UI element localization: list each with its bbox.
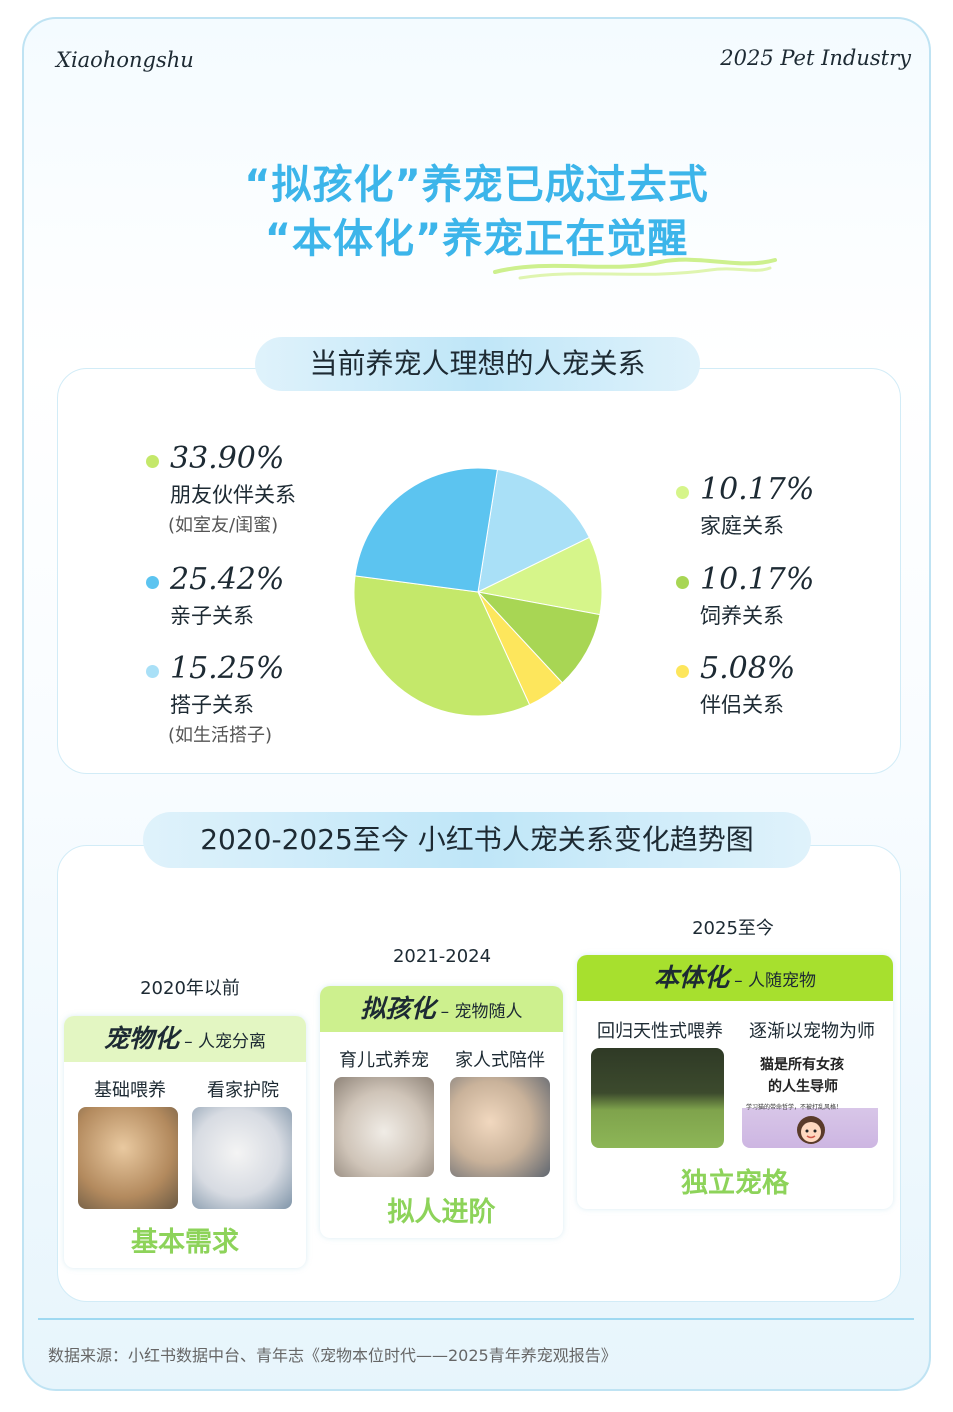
legend-value: 10.17%: [700, 562, 815, 597]
stage-item: 回归天性式喂养: [597, 1021, 723, 1042]
stage-name: 本体化: [653, 963, 729, 992]
legend-dot: [676, 576, 689, 589]
pie-slice: [477, 468, 591, 593]
pie-chart: [353, 467, 603, 717]
mentor-poster-image: 猫是所有女孩 的人生导师 学习猫的带命哲学，不被打乱风格！: [742, 1048, 878, 1148]
legend-dot: [146, 576, 159, 589]
stage-item: 看家护院: [207, 1080, 279, 1101]
cat-bowl-photo: [78, 1107, 178, 1209]
stage-item: 家人式陪伴: [455, 1050, 545, 1071]
legend-value: 15.25%: [170, 651, 285, 686]
legend-label: 家庭关系: [700, 514, 784, 538]
stage-desc: – 宠物随人: [440, 1002, 523, 1022]
stage-name: 拟孩化: [360, 994, 436, 1023]
pie-slice: [353, 575, 531, 717]
brand-name: Xiaohongshu: [56, 48, 194, 72]
stage-header: 拟孩化 – 宠物随人: [320, 986, 563, 1032]
legend-note: (如室友/闺蜜): [168, 515, 279, 536]
legend-label: 亲子关系: [170, 604, 254, 628]
legend-dot: [146, 455, 159, 468]
girl-cartoon-icon: [797, 1116, 825, 1144]
pie-slice: [476, 536, 603, 616]
headline-line-1: “拟孩化”养宠已成过去式: [244, 162, 709, 208]
legend-value: 33.90%: [170, 441, 285, 476]
era-label: 2020年以前: [140, 978, 240, 999]
data-source: 数据来源：小红书数据中台、青年志《宠物本位时代——2025青年养宠观报告》: [48, 1346, 617, 1365]
stage-item: 基础喂养: [94, 1080, 166, 1101]
stage-desc: – 人宠分离: [184, 1032, 266, 1052]
report-name: 2025 Pet Industry: [720, 46, 911, 70]
footer-divider: [38, 1318, 914, 1320]
park-lawn-photo: [591, 1048, 724, 1148]
boy-and-kitten-photo: [450, 1077, 550, 1177]
legend-label: 搭子关系: [170, 693, 254, 717]
legend-label: 朋友伙伴关系: [170, 483, 296, 507]
poster-line-2: 的人生导师: [768, 1079, 838, 1095]
legend-dot: [676, 665, 689, 678]
legend-note: (如生活搭子): [168, 725, 273, 746]
era-label: 2025至今: [692, 918, 774, 939]
pie-slice: [354, 467, 498, 593]
stage-result: 独立宠格: [681, 1168, 789, 1199]
legend-dot: [676, 486, 689, 499]
stage-header: 宠物化 – 人宠分离: [64, 1016, 306, 1062]
legend-label: 饲养关系: [700, 604, 784, 628]
poster-small-text: 学习猫的带命哲学，不被打乱风格！: [746, 1104, 843, 1111]
stage-item: 育儿式养宠: [339, 1050, 429, 1071]
poster-line-1: 猫是所有女孩: [760, 1057, 844, 1073]
stage-card: 宠物化 – 人宠分离 基础喂养 看家护院 基本需求: [64, 1016, 306, 1268]
stage-header: 本体化 – 人随宠物: [577, 955, 893, 1001]
section1-title: 当前养宠人理想的人宠关系: [255, 337, 700, 391]
legend-value: 25.42%: [170, 562, 285, 597]
section2-title: 2020-2025至今 小红书人宠关系变化趋势图: [143, 812, 811, 868]
legend-value: 5.08%: [700, 651, 796, 686]
era-label: 2021-2024: [392, 946, 492, 967]
cat-portrait-photo: [334, 1077, 434, 1177]
stage-desc: – 人随宠物: [734, 971, 816, 991]
legend-dot: [146, 665, 159, 678]
headline-line-2: “本体化”养宠正在觉醒: [264, 216, 689, 262]
stage-name: 宠物化: [103, 1024, 179, 1053]
stage-item: 逐渐以宠物为师: [749, 1021, 875, 1042]
stage-result: 基本需求: [131, 1227, 239, 1258]
stage-card: 拟孩化 – 宠物随人 育儿式养宠 家人式陪伴 拟人进阶: [320, 986, 563, 1238]
white-cat-photo: [192, 1107, 292, 1209]
legend-value: 10.17%: [700, 472, 815, 507]
highlight-scribble: [493, 257, 777, 280]
legend-label: 伴侣关系: [700, 693, 784, 717]
stage-card: 本体化 – 人随宠物 回归天性式喂养 逐渐以宠物为师 猫是所有女孩 的人生导师 …: [577, 955, 893, 1209]
pie-slice: [476, 591, 601, 684]
stage-result: 拟人进阶: [387, 1197, 496, 1228]
